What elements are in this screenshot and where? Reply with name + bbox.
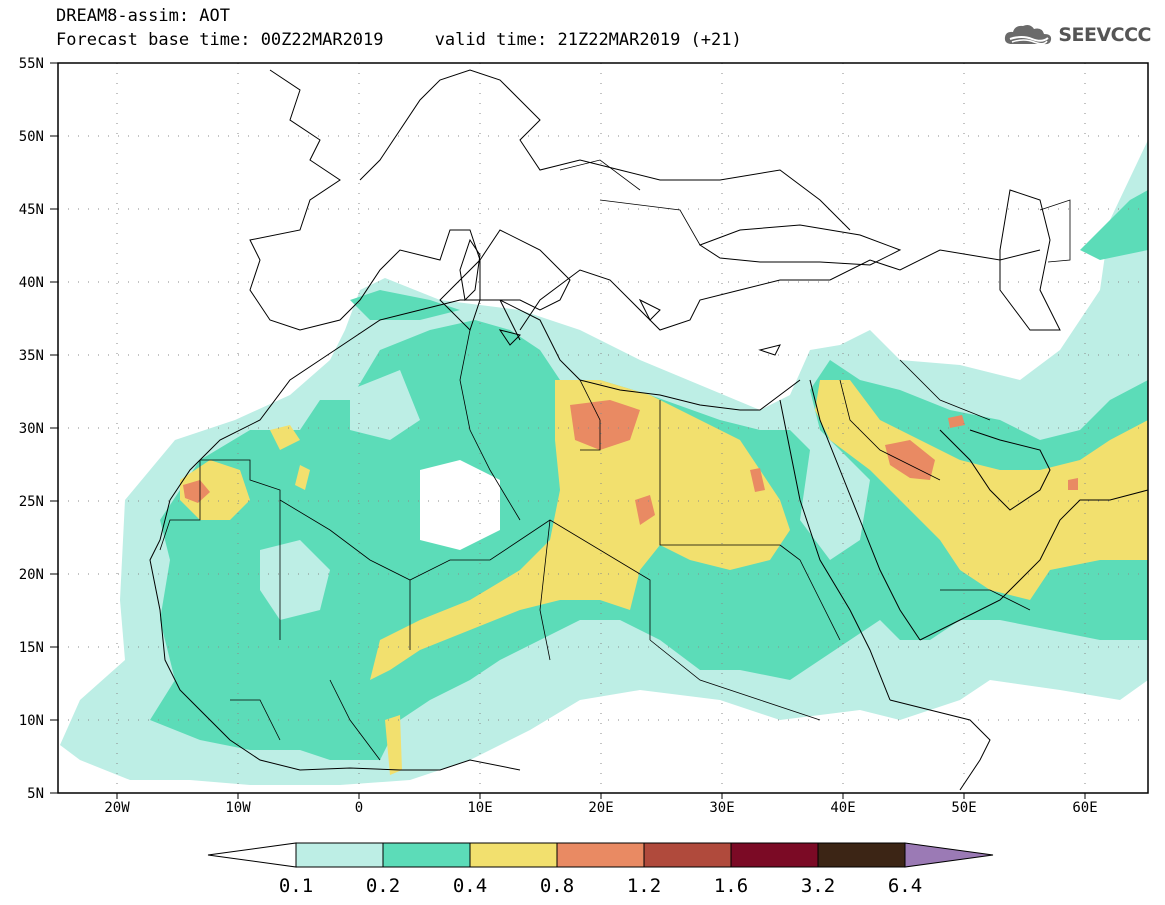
colorbar-box xyxy=(469,842,558,868)
lon-label: 30E xyxy=(709,800,734,816)
lon-label: 20W xyxy=(104,800,130,816)
colorbar-label: 0.1 xyxy=(279,875,313,897)
lat-label: 40N xyxy=(19,275,44,291)
map-title: DREAM8-assim: AOT xyxy=(56,6,230,26)
colorbar-box xyxy=(556,842,645,868)
colorbar-label: 3.2 xyxy=(801,875,835,897)
colorbar-left-arrow xyxy=(207,842,297,868)
aot-field-gap xyxy=(260,370,500,620)
lon-label: 0 xyxy=(355,800,363,816)
aot-field-0.4 xyxy=(180,380,1148,775)
lon-label: 10E xyxy=(467,800,492,816)
coastlines xyxy=(149,69,1148,791)
lat-label: 10N xyxy=(19,713,44,729)
colorbar-label: 1.2 xyxy=(627,875,661,897)
longitude-labels: 20W 10W 0 10E 20E 30E 40E 50E 60E xyxy=(104,800,1097,816)
aot-field-0.8 xyxy=(183,400,1078,525)
latitude-labels: 55N 50N 45N 40N 35N 30N 25N 20N 15N 10N … xyxy=(19,56,44,802)
colorbar-label: 1.6 xyxy=(714,875,748,897)
lat-ticks xyxy=(50,62,58,794)
colorbar-box xyxy=(382,842,471,868)
colorbar-right-arrow xyxy=(904,842,994,868)
colorbar: 0.1 0.2 0.4 0.8 1.2 1.6 3.2 6.4 xyxy=(207,842,994,897)
lat-label: 30N xyxy=(19,421,44,437)
lon-label: 20E xyxy=(588,800,613,816)
lat-label: 5N xyxy=(27,786,44,802)
logo-text: SEEVCCC xyxy=(1058,24,1151,46)
forecast-time-subtitle: Forecast base time: 00Z22MAR2019 valid t… xyxy=(56,30,742,50)
lat-label: 20N xyxy=(19,567,44,583)
seevccc-logo: SEEVCCC xyxy=(1002,22,1151,48)
colorbar-box xyxy=(817,842,906,868)
colorbar-label: 0.8 xyxy=(540,875,574,897)
lon-label: 50E xyxy=(951,800,976,816)
lon-ticks xyxy=(116,793,1086,799)
lon-label: 10W xyxy=(225,800,251,816)
lat-label: 15N xyxy=(19,640,44,656)
lat-label: 45N xyxy=(19,202,44,218)
country-borders xyxy=(159,159,1071,761)
colorbar-box xyxy=(643,842,732,868)
cloud-icon xyxy=(1005,25,1052,45)
lat-label: 35N xyxy=(19,348,44,364)
lat-label: 25N xyxy=(19,494,44,510)
colorbar-box xyxy=(295,842,384,868)
lon-label: 60E xyxy=(1072,800,1097,816)
lat-label: 50N xyxy=(19,129,44,145)
colorbar-box xyxy=(730,842,819,868)
lon-label: 40E xyxy=(830,800,855,816)
colorbar-label: 6.4 xyxy=(888,875,922,897)
colorbar-label: 0.4 xyxy=(453,875,487,897)
lat-label: 55N xyxy=(19,56,44,72)
colorbar-label: 0.2 xyxy=(366,875,400,897)
